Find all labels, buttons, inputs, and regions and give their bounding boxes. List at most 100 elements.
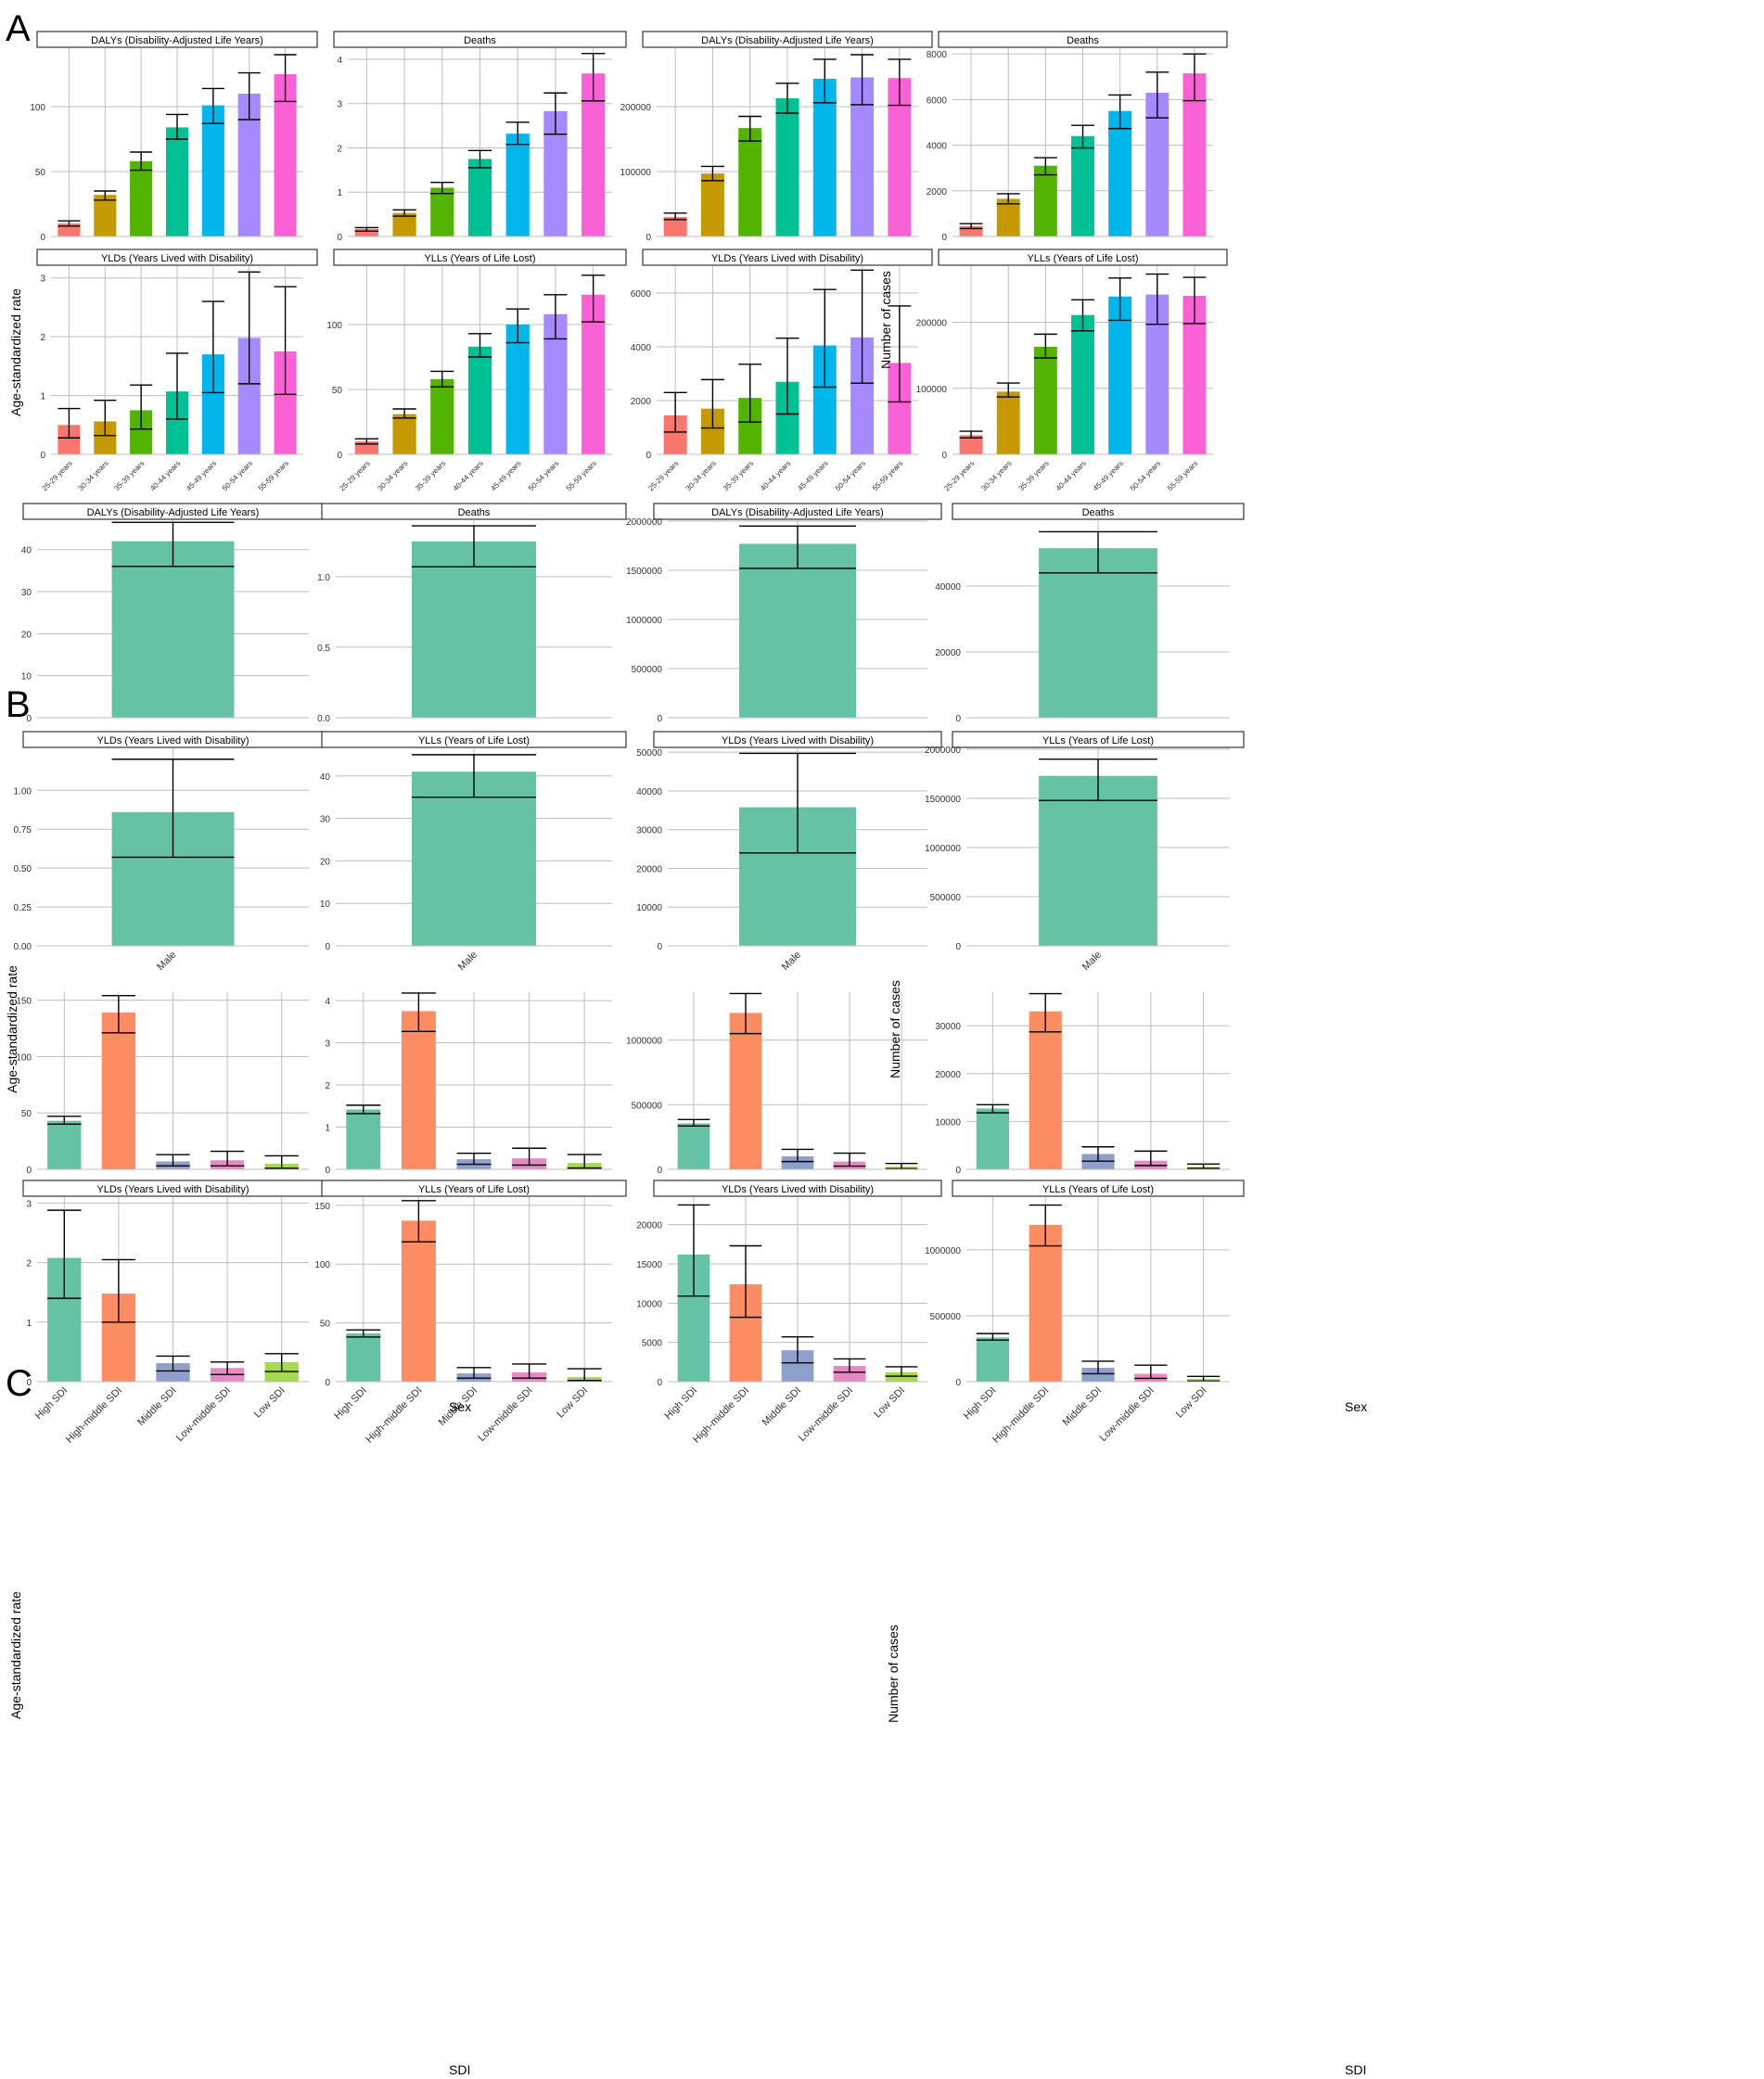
- error-bar: [738, 364, 762, 423]
- bar: [677, 1123, 710, 1169]
- error-bar: [1186, 1375, 1221, 1382]
- facet-strip: [333, 249, 627, 266]
- error-bar: [700, 378, 724, 429]
- x-tick-label: 25-29 years: [942, 459, 976, 492]
- y-tick-label: 2000000: [925, 746, 961, 756]
- y-tick-label: 100000: [620, 168, 652, 178]
- y-tick-label: 4000: [631, 343, 652, 353]
- x-tick-label: Male: [456, 950, 479, 973]
- error-bar: [210, 1150, 245, 1167]
- x-tick-label: High-middle SDI: [64, 1385, 124, 1446]
- y-tick-label: 1500000: [925, 795, 961, 805]
- error-bar: [512, 1147, 547, 1167]
- chart-panel-a-cases-dalys: DALYs (Disability-Adjusted Life Years) 0 1…: [620, 31, 933, 243]
- chart-panel-c-rate-ylds: YLDs (Years Lived with Disability) 0 1 2 3 Hi…: [22, 1180, 324, 1446]
- error-bar: [738, 115, 762, 142]
- y-tick-label: 1: [325, 1124, 330, 1134]
- facet-title: YLLs (Years of Life Lost): [1042, 735, 1154, 746]
- plot-panels: DALYs (Disability-Adjusted Life Years) 0 5…: [14, 31, 1245, 1446]
- x-tick-label: Male: [780, 950, 803, 973]
- y-tick-label: 0: [26, 714, 32, 724]
- error-bar: [996, 382, 1020, 398]
- facet-strip: [938, 31, 1228, 48]
- error-bar: [201, 300, 224, 394]
- y-tick-label: 0: [955, 1378, 961, 1388]
- y-tick-label: 0.75: [14, 825, 32, 835]
- x-tick-label: 50-54 years: [834, 459, 867, 492]
- y-tick-label: 30: [320, 815, 331, 825]
- chart-panel-c-cases-deaths: 0 10000 20000 30000: [935, 992, 1230, 1176]
- y-tick-label: 4: [337, 56, 342, 66]
- x-title-sex-left: Sex: [449, 1399, 471, 1414]
- x-tick-label: 50-54 years: [527, 459, 560, 492]
- y-tick-label: 0: [955, 714, 961, 724]
- y-title-cases-b: Number of cases: [888, 980, 902, 1078]
- error-bar: [111, 521, 235, 568]
- x-tick-label: 40-44 years: [148, 459, 182, 492]
- y-tick-label: 500000: [632, 1101, 663, 1111]
- y-tick-label: 0: [40, 451, 45, 461]
- bar: [976, 1108, 1010, 1169]
- y-tick-label: 1500000: [626, 567, 662, 577]
- facet-strip: [653, 1180, 942, 1197]
- x-tick-label: 55-59 years: [1166, 459, 1199, 492]
- y-tick-label: 50: [320, 1320, 331, 1330]
- bar: [959, 225, 983, 236]
- x-tick-label: 30-34 years: [979, 459, 1013, 492]
- y-tick-label: 2000: [631, 397, 652, 407]
- bar: [430, 378, 454, 454]
- error-bar: [94, 399, 117, 437]
- error-bar: [201, 87, 224, 124]
- chart-panel-b-rate-deaths: Deaths 0.0 0.5 1.0: [317, 503, 627, 724]
- y-tick-label: 0: [955, 1166, 961, 1176]
- x-tick-label: 45-49 years: [185, 459, 218, 492]
- y-tick-label: 50: [35, 168, 46, 178]
- bar: [411, 541, 537, 718]
- error-bar: [1134, 1150, 1168, 1167]
- chart-panel-a-cases-ylls: YLLs (Years of Life Lost) 0 100000 200000 25…: [916, 249, 1228, 492]
- y-tick-label: 0.00: [14, 942, 32, 952]
- x-tick-label: High-middle SDI: [364, 1385, 424, 1446]
- bar: [156, 1363, 190, 1382]
- error-bar: [354, 438, 378, 445]
- panel-label-b: B: [6, 684, 31, 725]
- facet-strip: [321, 731, 627, 748]
- y-tick-label: 0: [325, 942, 330, 952]
- error-bar: [739, 525, 856, 569]
- error-bar: [1145, 71, 1170, 119]
- y-tick-label: 10000: [935, 1117, 961, 1128]
- bar: [505, 134, 530, 236]
- y-tick-label: 4000: [927, 142, 948, 152]
- x-tick-label: 50-54 years: [221, 459, 254, 492]
- bar: [467, 346, 492, 454]
- y-tick-label: 500000: [930, 893, 962, 903]
- y-tick-label: 0: [657, 942, 662, 952]
- error-bar: [47, 1209, 82, 1299]
- y-tick-label: 2: [337, 144, 342, 154]
- facet-title: YLLs (Years of Life Lost): [1042, 1184, 1154, 1195]
- chart-panel-a-rate-deaths: Deaths 0 1 2 3 4: [333, 31, 627, 243]
- y-tick-label: 2: [26, 1259, 32, 1269]
- bar: [1039, 775, 1157, 946]
- x-tick-label: High SDI: [663, 1385, 700, 1422]
- y-tick-label: 0: [337, 233, 342, 243]
- error-bar: [94, 190, 117, 201]
- panel-label-a: A: [6, 8, 31, 49]
- x-tick-label: High SDI: [332, 1385, 369, 1422]
- y-title-rate-b: Age-standardized rate: [5, 965, 19, 1093]
- error-bar: [392, 408, 416, 419]
- error-bar: [130, 151, 153, 172]
- y-tick-label: 4: [325, 997, 330, 1007]
- bar: [1071, 314, 1094, 454]
- error-bar: [101, 994, 136, 1034]
- y-tick-label: 6000: [631, 289, 652, 300]
- error-bar: [411, 754, 537, 798]
- y-tick-label: 0.50: [14, 864, 32, 874]
- x-tick-label: 30-34 years: [76, 459, 109, 492]
- error-bar: [775, 338, 799, 415]
- chart-panel-c-cases-ylls: YLLs (Years of Life Lost) 0 500000 1000000 H…: [925, 1180, 1245, 1446]
- error-bar: [130, 384, 153, 430]
- error-bar: [677, 1204, 710, 1297]
- x-tick-label: 25-29 years: [339, 459, 372, 492]
